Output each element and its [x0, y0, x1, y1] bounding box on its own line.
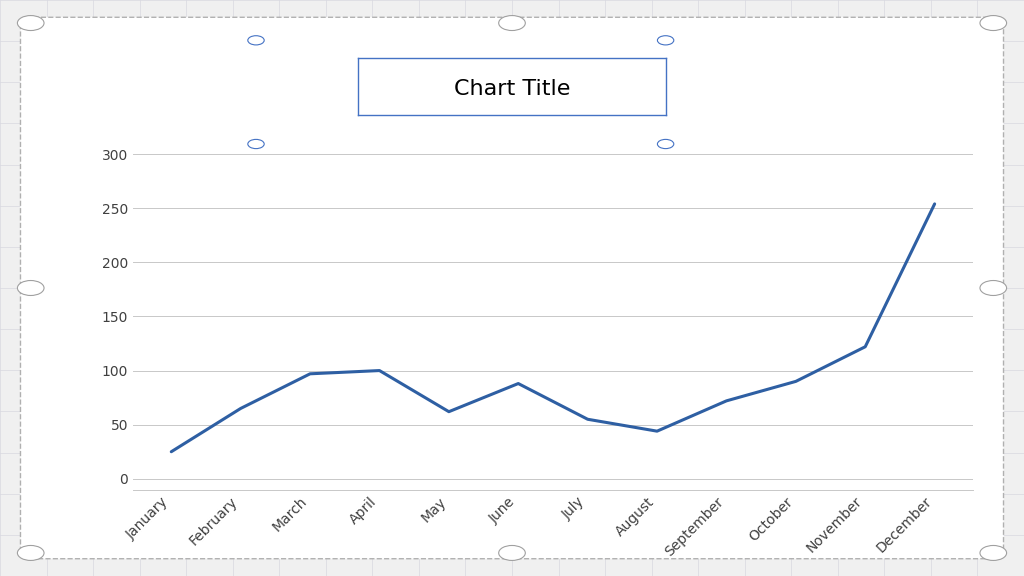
Text: Chart Title: Chart Title [454, 79, 570, 99]
